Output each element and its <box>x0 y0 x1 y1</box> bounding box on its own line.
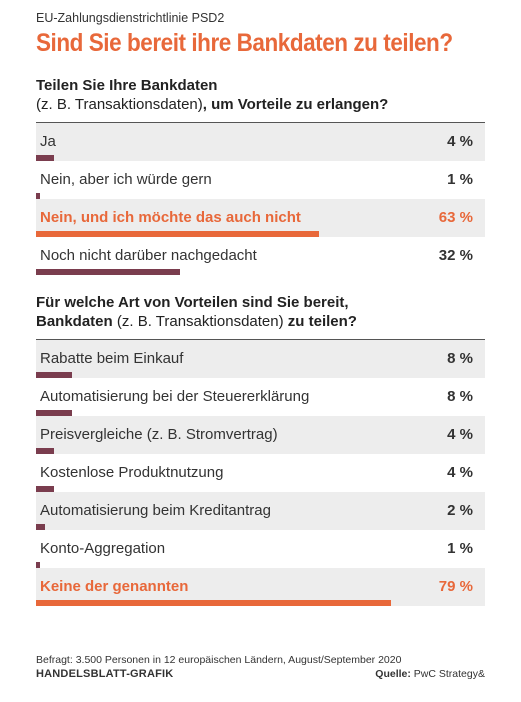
question-1-bold: Teilen Sie Ihre Bankdaten <box>36 77 218 94</box>
value-label: 4 % <box>447 426 473 443</box>
source: Quelle: PwC Strategy& <box>375 668 485 680</box>
chart-row: Rabatte beim Einkauf 8 % <box>36 340 485 378</box>
question-2-bold-2: Bankdaten <box>36 313 113 330</box>
value-label: 8 % <box>447 350 473 367</box>
question-2-bold: Für welche Art von Vorteilen sind Sie be… <box>36 294 349 311</box>
chart-row: Nein, und ich möchte das auch nicht 63 % <box>36 199 485 237</box>
bar <box>36 155 54 161</box>
category-label: Keine der genannten <box>40 578 189 595</box>
category-label: Noch nicht darüber nachgedacht <box>40 247 257 264</box>
category-label: Kostenlose Produktnutzung <box>40 464 224 481</box>
value-label: 2 % <box>447 502 473 519</box>
bar <box>36 410 72 416</box>
bar <box>36 372 72 378</box>
category-label: Preisvergleiche (z. B. Stromvertrag) <box>40 426 278 443</box>
brand-credit: HANDELSBLATT-GRAFIK <box>36 668 174 680</box>
question-2-thin: (z. B. Transaktionsdaten) <box>116 313 284 330</box>
bar <box>36 486 54 492</box>
value-label: 32 % <box>438 247 473 264</box>
chart-row: Noch nicht darüber nachgedacht 32 % <box>36 237 485 275</box>
chart-row: Keine der genannten 79 % <box>36 568 485 606</box>
category-label: Automatisierung bei der Steuererklärung <box>40 388 310 405</box>
bar <box>36 193 41 199</box>
footer: Befragt: 3.500 Personen in 12 europäisch… <box>36 654 485 680</box>
question-1-thin: (z. B. Transaktionsdaten) <box>36 96 203 113</box>
chart-row: Nein, aber ich würde gern 1 % <box>36 161 485 199</box>
question-2: Für welche Art von Vorteilen sind Sie be… <box>36 293 485 331</box>
chart-row: Kostenlose Produktnutzung 4 % <box>36 454 485 492</box>
bar <box>36 562 41 568</box>
value-label: 1 % <box>447 540 473 557</box>
chart-2: Rabatte beim Einkauf 8 % Automatisierung b… <box>36 339 485 606</box>
bar <box>36 231 319 237</box>
survey-note: Befragt: 3.500 Personen in 12 europäisch… <box>36 654 402 666</box>
value-label: 63 % <box>438 209 473 226</box>
value-label: 4 % <box>447 133 473 150</box>
category-label: Nein, aber ich würde gern <box>40 171 212 188</box>
value-label: 79 % <box>438 578 473 595</box>
chart-row: Automatisierung beim Kreditantrag 2 % <box>36 492 485 530</box>
source-label: Quelle: <box>375 668 411 680</box>
bar <box>36 600 391 606</box>
chart-row: Preisvergleiche (z. B. Stromvertrag) 4 % <box>36 416 485 454</box>
category-label: Nein, und ich möchte das auch nicht <box>40 209 301 226</box>
question-1-bold-2: , um Vorteile zu erlangen? <box>202 96 389 113</box>
chart-row: Automatisierung bei der Steuererklärung 8… <box>36 378 485 416</box>
source-value: PwC Strategy& <box>413 668 485 680</box>
bar <box>36 269 180 275</box>
category-label: Automatisierung beim Kreditantrag <box>40 502 271 519</box>
value-label: 4 % <box>447 464 473 481</box>
page-title: Sind Sie bereit ihre Bankdaten zu teilen… <box>36 29 453 57</box>
bar <box>36 448 54 454</box>
value-label: 8 % <box>447 388 473 405</box>
bar <box>36 524 45 530</box>
chart-row: Konto-Aggregation 1 % <box>36 530 485 568</box>
question-2-bold-3: zu teilen? <box>287 313 357 330</box>
value-label: 1 % <box>447 171 473 188</box>
chart-row: Ja 4 % <box>36 123 485 161</box>
category-label: Ja <box>40 133 56 150</box>
category-label: Rabatte beim Einkauf <box>40 350 184 367</box>
chart-1: Ja 4 % Nein, aber ich würde gern 1 % Nein, u… <box>36 122 485 275</box>
category-label: Konto-Aggregation <box>40 540 166 557</box>
kicker: EU-Zahlungsdienstrichtlinie PSD2 <box>36 11 225 25</box>
question-1: Teilen Sie Ihre Bankdaten (z. B. Transak… <box>36 76 485 114</box>
